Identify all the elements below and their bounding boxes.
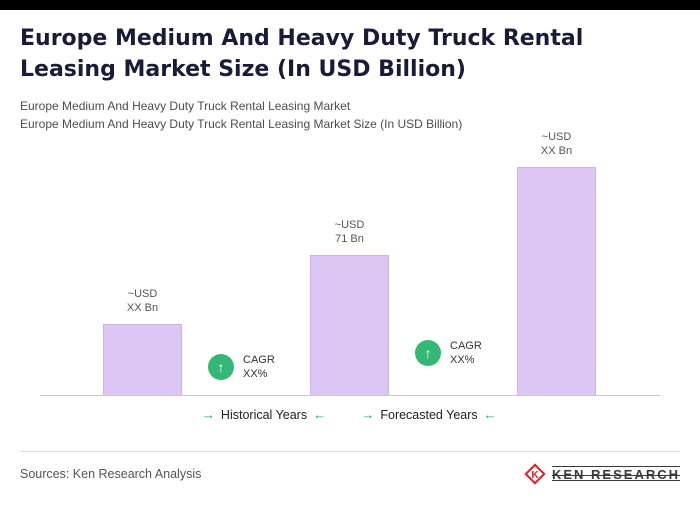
svg-text:K: K	[531, 470, 539, 481]
bar-current	[310, 255, 389, 395]
footer: Sources: Ken Research Analysis K KEN RES…	[20, 452, 680, 485]
bar-value-label: ~USD 71 Bn	[334, 219, 365, 245]
cagr-label: CAGR XX%	[243, 354, 275, 380]
cagr-label: CAGR XX%	[450, 340, 482, 366]
cagr-badge-forecast: ↑ CAGR XX%	[415, 339, 482, 367]
chart-subtitles: Europe Medium And Heavy Duty Truck Renta…	[20, 97, 680, 133]
subtitle-line-2: Europe Medium And Heavy Duty Truck Renta…	[20, 117, 463, 131]
arrow-left-icon: ←	[483, 407, 497, 422]
logo-k-icon: K	[524, 463, 546, 485]
bar-value-label: ~USD XX Bn	[126, 288, 159, 314]
sources-text: Sources: Ken Research Analysis	[20, 467, 202, 481]
bar-chart: ~USD XX Bn ~USD 71 Bn ~USD XX Bn ↑ CAGR …	[40, 130, 660, 396]
axis-label-forecasted-years: → Forecasted Years ←	[361, 407, 497, 422]
page-title: Europe Medium And Heavy Duty Truck Renta…	[20, 26, 584, 82]
top-strip	[0, 0, 700, 10]
arrow-right-icon: →	[361, 407, 375, 422]
bar-forecast	[517, 167, 596, 395]
arrow-right-icon: →	[201, 407, 215, 422]
axis-label-historical-years: → Historical Years ←	[201, 407, 327, 422]
ken-research-logo: K KEN RESEARCH	[524, 463, 680, 485]
bar-group-current: ~USD 71 Bn	[310, 218, 389, 395]
bar-group-forecast: ~USD XX Bn	[517, 130, 596, 395]
subtitle-line-1: Europe Medium And Heavy Duty Truck Renta…	[20, 99, 351, 113]
arrow-left-icon: ←	[313, 407, 327, 422]
cagr-badge-historical: ↑ CAGR XX%	[208, 353, 275, 381]
up-arrow-icon: ↑	[208, 354, 234, 380]
axis-labels-row: → Historical Years ← → Forecasted Years ←	[20, 396, 680, 432]
logo-text: KEN RESEARCH	[551, 466, 680, 482]
bar-value-label: ~USD XX Bn	[540, 131, 573, 157]
divider	[20, 451, 680, 452]
bar-group-historical: ~USD XX Bn	[103, 287, 182, 395]
bar-historical	[103, 324, 182, 395]
up-arrow-icon: ↑	[415, 340, 441, 366]
